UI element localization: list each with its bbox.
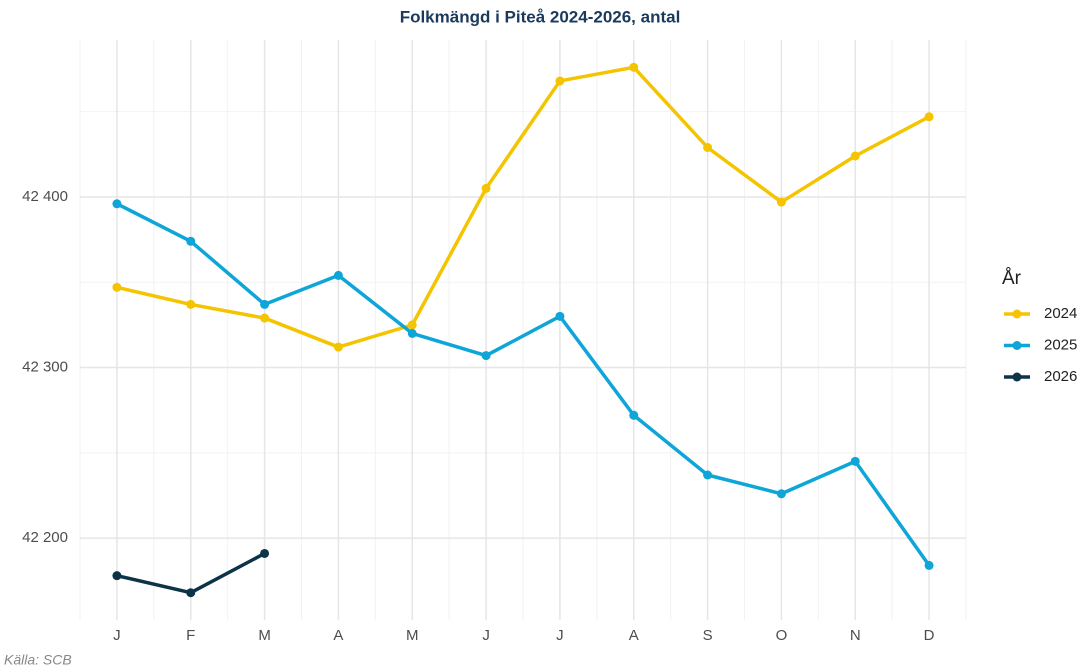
data-point: [924, 560, 934, 570]
data-point: [260, 313, 270, 323]
legend-swatch: [1012, 309, 1022, 319]
x-tick-label: M: [258, 627, 271, 644]
series-line: [116, 65, 930, 349]
legend-swatch: [1012, 372, 1022, 382]
y-tick-label: 42 200: [22, 529, 68, 546]
x-tick-label: O: [776, 627, 788, 644]
data-point: [260, 299, 270, 309]
x-tick-label: J: [482, 627, 490, 644]
data-point: [703, 142, 713, 152]
x-tick-label: A: [333, 627, 343, 644]
data-point: [407, 328, 417, 338]
x-tick-label: S: [703, 627, 713, 644]
data-point: [924, 112, 934, 122]
caption: Källa: SCB: [4, 652, 72, 668]
data-point: [850, 456, 860, 466]
data-point: [112, 282, 122, 292]
data-point: [333, 342, 343, 352]
data-point: [629, 410, 639, 420]
x-tick-label: A: [629, 627, 639, 644]
y-tick-label: 42 300: [22, 358, 68, 375]
x-tick-label: M: [406, 627, 419, 644]
data-point: [850, 151, 860, 161]
chart-title: Folkmängd i Piteå 2024-2026, antal: [400, 7, 681, 26]
data-point: [555, 76, 565, 86]
data-point: [112, 571, 122, 581]
x-tick-label: J: [556, 627, 564, 644]
data-point: [186, 299, 196, 309]
data-point: [629, 62, 639, 72]
grid: [79, 40, 967, 620]
legend-title: År: [1002, 268, 1022, 289]
data-point: [555, 311, 565, 321]
data-point: [407, 320, 417, 330]
legend-label: 2024: [1044, 305, 1077, 322]
data-point: [776, 197, 786, 207]
legend-swatch: [1012, 341, 1022, 350]
legend-label: 2025: [1044, 336, 1077, 353]
series-line: [116, 202, 931, 567]
y-tick-label: 42 400: [22, 188, 68, 205]
x-tick-label: D: [924, 627, 935, 644]
data-point: [481, 183, 491, 193]
data-point: [186, 236, 196, 246]
x-tick-label: F: [186, 627, 195, 644]
data-point: [481, 351, 491, 361]
x-tick-label: J: [113, 627, 121, 644]
data-point: [703, 470, 713, 480]
data-point: [776, 489, 786, 499]
x-tick-label: N: [850, 627, 861, 644]
legend-label: 2026: [1044, 368, 1077, 385]
data-point: [186, 588, 196, 598]
data-point: [260, 548, 270, 558]
data-point: [333, 270, 343, 280]
data-point: [112, 199, 122, 209]
